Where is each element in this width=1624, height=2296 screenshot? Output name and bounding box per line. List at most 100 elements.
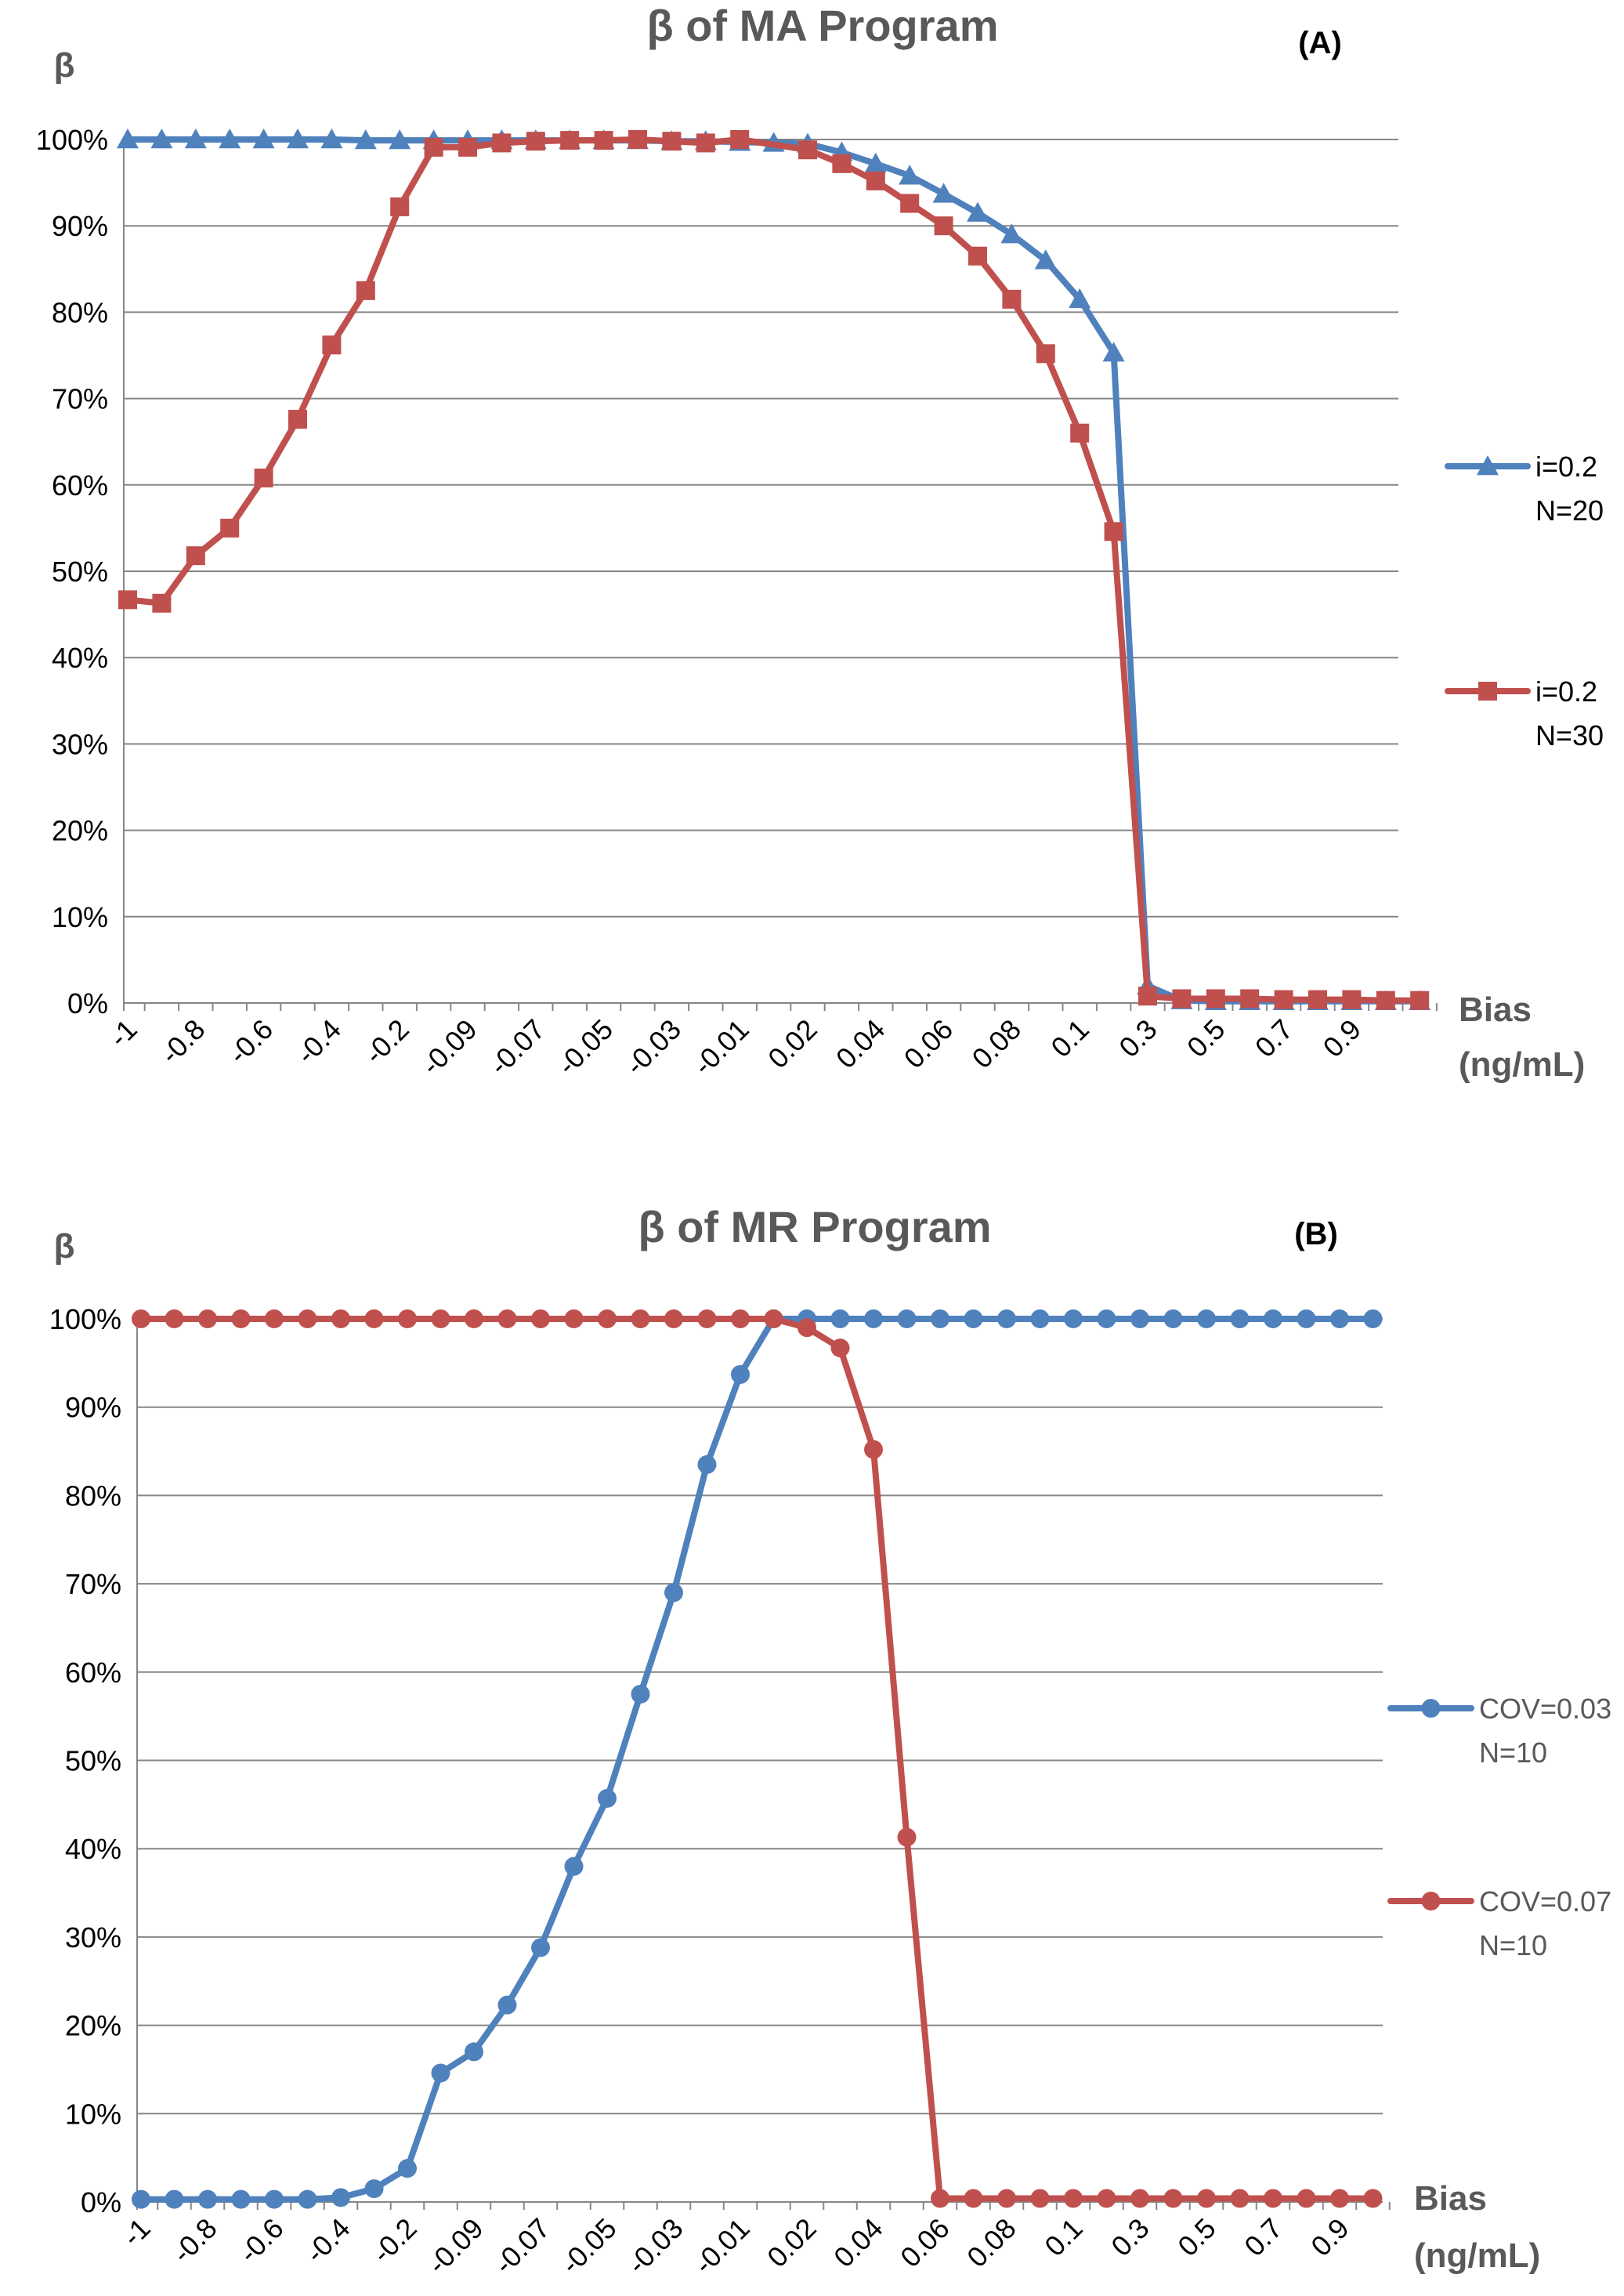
chart-b-title: β of MR Program — [638, 1202, 991, 1251]
chart-b-data-point — [265, 2189, 284, 2209]
chart-a-data-point — [628, 130, 647, 149]
chart-b-x-tick-label: 0.3 — [1105, 2212, 1155, 2262]
chart-a-legend: i=0.2 N=20 i=0.2 N=30 — [1445, 451, 1604, 751]
chart-a-data-point — [696, 133, 715, 153]
chart-b-data-point — [165, 1309, 184, 1328]
chart-a-data-point — [390, 197, 410, 216]
chart-a-data-point — [1069, 288, 1091, 309]
chart-a-data-point — [866, 171, 885, 190]
chart-b-legend-entry: COV=0.03 N=10 — [1387, 1693, 1611, 1769]
chart-a-x-tick-label: -0.8 — [154, 1013, 212, 1070]
chart-b-legend-label: N=10 — [1479, 1929, 1547, 1961]
chart-b-data-point — [1197, 2189, 1216, 2208]
chart-a-data-point — [287, 129, 309, 149]
chart-a-gridlines — [123, 139, 1438, 1011]
chart-a-series — [117, 129, 1431, 1010]
chart-a-data-point — [356, 281, 375, 300]
chart-a-legend-label: i=0.2 — [1535, 451, 1597, 483]
chart-b-x-tick-label: -0.8 — [166, 2212, 223, 2269]
chart-a-x-tick-label: -1 — [103, 1013, 143, 1054]
chart-a-data-point — [730, 130, 750, 149]
chart-b-data-point — [631, 1309, 650, 1328]
chart-b-data-point — [1363, 1309, 1383, 1328]
chart-a-data-point — [1102, 342, 1125, 362]
chart-a-x-tick-label: 0.5 — [1181, 1013, 1231, 1063]
chart-b-data-point — [1330, 2189, 1349, 2208]
chart-a-x-axis-label-line1: Bias — [1459, 990, 1532, 1029]
chart-b-x-tick-label: -0.05 — [555, 2212, 623, 2280]
chart-b-data-point — [864, 1440, 883, 1459]
chart-b-data-point — [864, 1309, 883, 1328]
chart-a-x-tick-label: 0.02 — [761, 1013, 823, 1075]
chart-a-data-point — [1036, 344, 1055, 364]
chart-b-data-point — [564, 1856, 584, 1876]
chart-b-y-axis-label: β — [54, 1227, 75, 1266]
chart-b-data-point — [298, 1309, 317, 1328]
chart-b-legend-entry: COV=0.07 N=10 — [1387, 1885, 1611, 1961]
chart-a-x-tick-label: 0.04 — [830, 1013, 892, 1075]
chart-b-data-point — [1264, 2189, 1282, 2208]
chart-b-x-tick-label: 0.7 — [1238, 2212, 1288, 2262]
chart-a-series-line — [125, 136, 1423, 1004]
chart-a-data-point — [1376, 990, 1395, 1010]
chart-a-data-point — [1104, 522, 1123, 541]
chart-a-y-tick-label: 40% — [52, 642, 108, 674]
chart-b-data-point — [764, 1309, 783, 1328]
chart-a-data-point — [424, 137, 443, 157]
chart-b-series — [132, 1309, 1383, 2209]
chart-a-data-point — [492, 133, 512, 153]
chart-b-data-point — [1330, 1309, 1349, 1328]
chart-a-data-point — [1342, 990, 1362, 1009]
chart-b-data-point — [465, 1309, 483, 1328]
chart-b-data-point — [997, 2189, 1016, 2208]
chart-b-x-tick-label: 0.06 — [894, 2212, 956, 2274]
chart-a-data-point — [1070, 423, 1090, 443]
chart-b-x-tick-label: -0.6 — [233, 2212, 290, 2269]
chart-b-x-tick-label: 0.08 — [960, 2212, 1022, 2274]
chart-b-data-point — [731, 1365, 750, 1385]
chart-b-data-point — [231, 1309, 251, 1328]
chart-b-data-point — [1197, 1309, 1216, 1328]
chart-a-data-point — [1206, 989, 1225, 1009]
chart-a-x-tick-label: 0.7 — [1249, 1013, 1299, 1063]
chart-a-x-tick-label: 0.08 — [966, 1013, 1028, 1075]
chart-a-legend-entry: i=0.2 N=20 — [1445, 451, 1604, 527]
chart-b-x-tick-label: 0.1 — [1038, 2212, 1088, 2262]
chart-b-data-point — [1230, 2189, 1250, 2208]
chart-b-data-point — [631, 1684, 650, 1704]
chart-a-x-tick-label: -0.03 — [619, 1013, 687, 1081]
chart-b-data-point — [697, 1309, 717, 1328]
chart-b-series-line — [138, 1316, 1376, 2203]
chart-b-data-point — [497, 1995, 517, 2015]
chart-b-y-tick-label: 40% — [65, 1833, 121, 1865]
chart-a-data-point — [220, 518, 240, 538]
chart-b-y-tick-label: 90% — [65, 1392, 121, 1424]
chart-a-legend-marker — [1478, 682, 1497, 701]
chart-a-x-tick-labels: -1 -0.8 -0.6 -0.4 -0.2 -0.09 -0.07 -0.05 -0.03 -0… — [103, 1013, 1367, 1081]
chart-panel-b: β of MR Program (B) β 0% 10% 20% 30% 40% 50% 6… — [49, 1202, 1611, 2280]
chart-b-data-point — [364, 1309, 384, 1328]
chart-a-series-line — [125, 136, 1423, 1005]
chart-a-data-point — [389, 129, 411, 150]
chart-a-legend-label: N=30 — [1535, 719, 1604, 751]
chart-b-data-point — [1130, 1309, 1149, 1328]
chart-b-data-point — [298, 2189, 317, 2209]
chart-b-y-tick-label: 10% — [65, 2098, 121, 2130]
chart-a-legend-label: N=20 — [1535, 494, 1604, 527]
chart-b-data-point — [398, 2159, 417, 2178]
chart-b-data-point — [231, 2189, 251, 2209]
chart-panel-a: β of MA Program (A) β 0% 10% 20% 30% 40% 50% 6… — [36, 1, 1604, 1084]
chart-b-data-point — [431, 2063, 450, 2083]
chart-b-data-point — [931, 1309, 949, 1328]
chart-a-y-tick-label: 20% — [52, 815, 108, 847]
chart-a-series-1 — [117, 129, 1431, 1010]
chart-b-data-point — [1163, 1309, 1183, 1328]
chart-b-legend-label: N=10 — [1479, 1736, 1547, 1769]
chart-a-x-tick-label: 0.9 — [1317, 1013, 1367, 1063]
chart-a-y-tick-label: 50% — [52, 556, 108, 588]
chart-a-y-axis-label: β — [54, 46, 75, 85]
chart-a-data-point — [798, 140, 817, 160]
chart-b-y-tick-label: 30% — [65, 1921, 121, 1954]
chart-b-data-point — [531, 1309, 550, 1328]
